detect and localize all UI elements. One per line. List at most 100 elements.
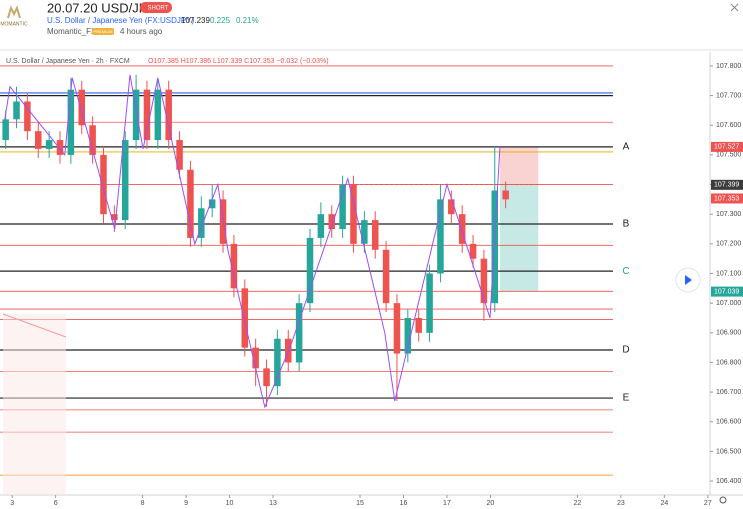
close-button[interactable] [730,3,739,12]
y-tick-label: 106.400 [716,478,741,485]
candle-body [143,89,151,141]
candle-body [45,140,53,149]
legend-values: O107.385 H107.386 L107.339 C107.353 −0.0… [148,58,329,65]
candle-body [154,89,162,141]
candle-body [165,89,172,141]
candle-body [480,258,488,304]
zigzag-line [4,74,501,409]
price-tag-label: 107.527 [714,144,739,151]
logo-text: MOMANTIC [0,21,28,27]
candle-body [241,288,249,348]
candle-body [35,131,42,149]
level-label: C [622,266,629,277]
price-change-pct: 0.21% [236,16,259,25]
premium-badge [92,28,114,35]
stop-zone [500,146,539,185]
x-tick-label: 20 [487,500,495,507]
y-tick-label: 106.800 [716,359,741,366]
candle-body [371,220,379,250]
y-tick-label: 107.700 [716,92,741,99]
play-button[interactable] [675,267,701,293]
candle-body [404,317,412,354]
y-tick-label: 107.800 [716,63,741,70]
target-zone [500,184,539,292]
candle-body [274,338,281,387]
candle-body [350,184,357,244]
idea-title: 20.07.20 USD/JPY [47,0,156,15]
price-change: 0.225 [210,16,231,25]
candle-body [426,273,433,333]
x-tick-label: 10 [226,500,234,507]
candle-body [100,154,107,215]
price-tag [711,179,743,190]
candle-body [393,303,401,354]
y-tick-label: 107.300 [716,211,741,218]
premium-badge-text: PREMIUM [94,29,113,34]
symbol-link[interactable]: U.S. Dollar / Japanese Yen (FX:USDJPY) [47,16,195,25]
candle-body [24,101,31,132]
shaded-zone [3,314,66,495]
short-badge [140,2,172,13]
x-tick-label: 17 [443,500,451,507]
y-tick-label: 106.500 [716,448,741,455]
candle-body [132,89,140,141]
candle-body [382,249,390,304]
candle-body [295,303,303,363]
y-tick-label: 106.700 [716,389,741,396]
x-tick-label: 6 [54,500,58,507]
x-tick-label: 24 [660,500,668,507]
short-badge-text: SHORT [148,6,169,12]
legend-title: U.S. Dollar / Japanese Yen · 2h · FXCM [6,58,130,65]
last-price: 107.239 [181,16,210,25]
level-label: D [622,345,629,356]
candle-body [317,214,325,238]
price-tag-label: 107.353 [714,195,739,202]
candle-body [187,169,194,238]
price-tag [711,193,743,204]
y-tick-label: 106.900 [716,330,741,337]
x-tick-label: 9 [184,500,188,507]
plot: 106.400 106.500 106.600 106.700 106.800 106.9… [0,63,743,507]
candle-body [2,119,9,141]
x-tick-label: 16 [400,500,408,507]
candle-body [230,243,238,289]
candle-body [306,237,314,304]
level-label: B [623,219,630,230]
y-tick-label: 106.600 [716,419,741,426]
y-tick-label: 107.500 [716,152,741,159]
candle-body [78,89,85,126]
price-tag-label: 107.039 [714,288,739,295]
settings-icon[interactable] [719,496,727,504]
candle-body [252,347,259,369]
candle-body [469,243,477,259]
x-tick-label: 3 [10,500,14,507]
logo: MOMANTIC [0,5,28,27]
y-tick-label: 107.200 [716,241,741,248]
price-tag [711,286,743,297]
candle-body [263,368,270,387]
y-tick-label: 107.000 [716,300,741,307]
candle-body [67,89,75,155]
candle-body [415,317,422,333]
author[interactable]: Momantic_FX [47,27,97,36]
price-tag [711,141,743,152]
candle-body [448,199,455,215]
x-tick-label: 27 [704,500,712,507]
candle-body [13,101,20,120]
candle-body [328,214,335,230]
x-tick-label: 13 [269,500,277,507]
level-label: A [623,142,630,153]
candle-body [458,214,466,244]
x-tick-label: 22 [573,500,581,507]
x-tick-label: 23 [617,500,625,507]
candle-body [89,125,96,155]
candle-body [198,208,205,238]
post-time: 4 hours ago [120,27,163,36]
candle-body [339,184,346,230]
price-tag-label: 107.399 [714,182,739,189]
candle-body [176,140,183,170]
candle-body [208,199,216,209]
x-tick-label: 8 [141,500,145,507]
candle-body [437,199,444,274]
